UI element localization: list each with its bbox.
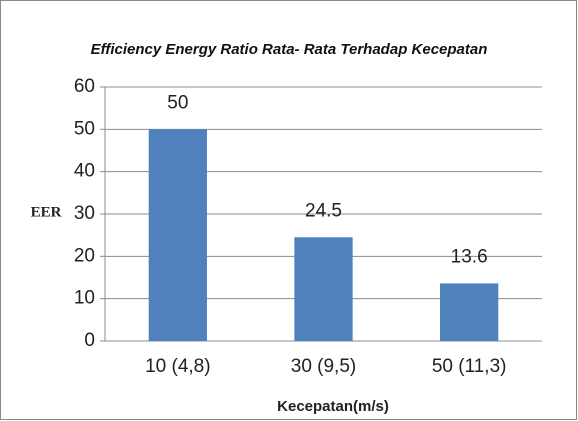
- bar: [440, 283, 499, 341]
- y-tick-label: 20: [74, 245, 95, 266]
- x-tick-label: 50 (11,3): [432, 356, 507, 377]
- y-tick-label: 0: [84, 330, 95, 351]
- y-tick-label: 40: [74, 161, 95, 182]
- chart-title: Efficiency Energy Ratio Rata- Rata Terha…: [90, 41, 488, 58]
- data-label: 13.6: [451, 246, 488, 267]
- y-tick-label: 30: [74, 203, 95, 224]
- y-tick-label: 60: [74, 76, 95, 97]
- y-tick-label: 50: [74, 118, 95, 139]
- bar: [294, 237, 353, 341]
- data-label: 50: [167, 92, 188, 113]
- y-tick-label: 10: [74, 288, 95, 309]
- x-axis-label: Kecepatan(m/s): [277, 398, 389, 415]
- data-label: 24.5: [305, 200, 342, 221]
- x-tick-label: 30 (9,5): [291, 356, 356, 377]
- y-axis-label: EER: [31, 204, 62, 220]
- bar: [148, 129, 207, 341]
- x-tick-label: 10 (4,8): [145, 356, 210, 377]
